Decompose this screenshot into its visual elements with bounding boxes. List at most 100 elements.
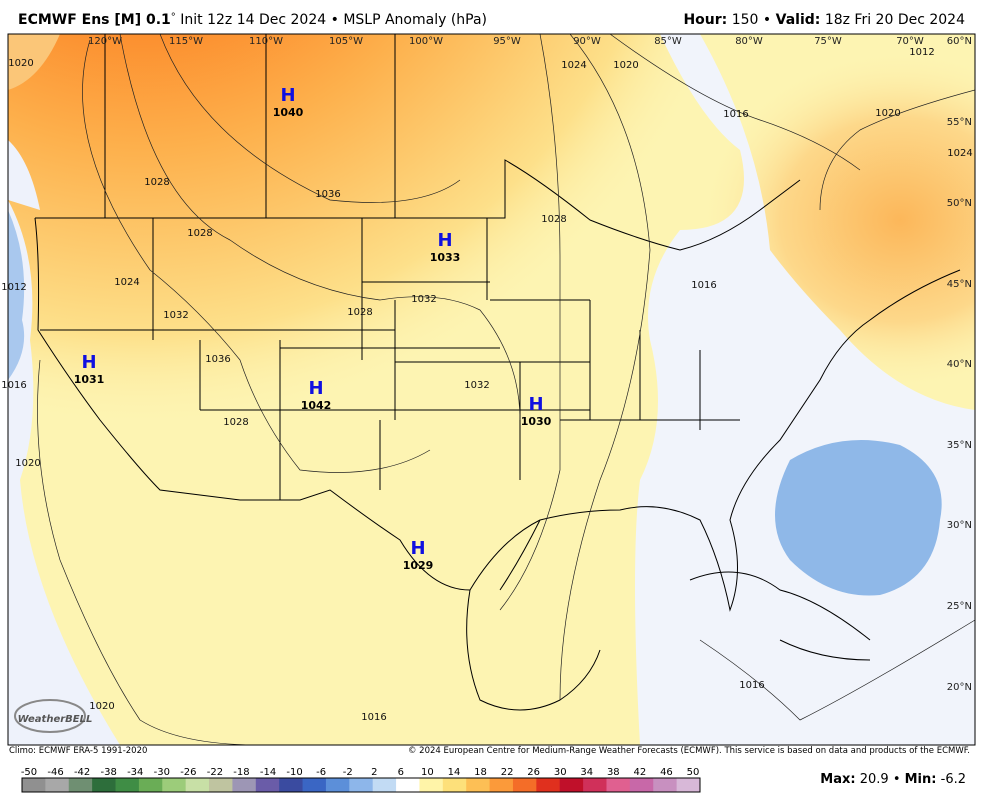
high-symbol: H	[308, 378, 323, 399]
contour-label: 1020	[8, 58, 33, 69]
latitude-label: 40°N	[947, 359, 972, 370]
longitude-label: 115°W	[169, 36, 203, 47]
colorbar-label: 22	[501, 767, 514, 778]
colorbar-cell	[466, 778, 490, 792]
contour-label: 1012	[909, 47, 934, 58]
colorbar-cell	[92, 778, 116, 792]
contour-label: 1016	[723, 109, 748, 120]
colorbar-cell	[45, 778, 69, 792]
contour-label: 1016	[739, 680, 764, 691]
colorbar-cell	[69, 778, 93, 792]
contour-label: 1028	[541, 214, 566, 225]
high-pressure: 1033	[430, 251, 461, 264]
colorbar-label: -34	[127, 767, 143, 778]
colorbar-cell	[630, 778, 654, 792]
colorbar-cell	[22, 778, 46, 792]
colorbar-label: 46	[660, 767, 673, 778]
longitude-label: 120°W	[88, 36, 122, 47]
map: 120°W115°W110°W105°W100°W95°W90°W85°W80°…	[0, 0, 984, 808]
contour-label: 1020	[15, 458, 40, 469]
contour-label: 1028	[347, 307, 372, 318]
contour-label: 1020	[875, 108, 900, 119]
colorbar-label: 18	[474, 767, 487, 778]
colorbar-label: 2	[371, 767, 377, 778]
latitude-label: 30°N	[947, 520, 972, 531]
high-pressure: 1030	[521, 415, 552, 428]
high-symbol: H	[437, 230, 452, 251]
contour-label: 1032	[464, 380, 489, 391]
longitude-label: 85°W	[654, 36, 682, 47]
longitude-label: 75°W	[814, 36, 842, 47]
contour-label: 1020	[613, 60, 638, 71]
colorbar-cell	[373, 778, 397, 792]
colorbar-label: -10	[286, 767, 302, 778]
colorbar-label: 30	[554, 767, 567, 778]
colorbar-label: -26	[180, 767, 196, 778]
colorbar-cell	[583, 778, 607, 792]
colorbar-cell	[186, 778, 210, 792]
colorbar-label: 42	[634, 767, 647, 778]
latitude-label: 35°N	[947, 440, 972, 451]
latitude-label: 45°N	[947, 279, 972, 290]
colorbar-label: -22	[207, 767, 223, 778]
colorbar-label: -38	[101, 767, 117, 778]
max-value: 20.9	[860, 772, 889, 787]
high-symbol: H	[81, 352, 96, 373]
colorbar-label: -30	[154, 767, 170, 778]
colorbar-cell	[606, 778, 630, 792]
longitude-label: 105°W	[329, 36, 363, 47]
colorbar-label: -18	[233, 767, 249, 778]
colorbar-label: 6	[398, 767, 404, 778]
colorbar-cell	[116, 778, 140, 792]
colorbar-cell	[303, 778, 327, 792]
climo-note: Climo: ECMWF ERA-5 1991-2020	[9, 746, 147, 756]
colorbar-cell	[279, 778, 303, 792]
colorbar-label: -6	[316, 767, 326, 778]
contour-label: 1028	[144, 177, 169, 188]
colorbar-label: 34	[580, 767, 593, 778]
colorbar-cell	[513, 778, 537, 792]
high-pressure: 1029	[403, 559, 434, 572]
colorbar-label: -14	[260, 767, 276, 778]
colorbar-cell	[349, 778, 373, 792]
latitude-label: 25°N	[947, 601, 972, 612]
colorbar-label: 10	[421, 767, 434, 778]
contour-label: 1020	[89, 701, 114, 712]
map-field	[0, 0, 984, 745]
colorbar-cell	[490, 778, 514, 792]
contour-label: 1028	[223, 417, 248, 428]
colorbar-label: 50	[687, 767, 700, 778]
contour-label: 1016	[1, 380, 26, 391]
contour-label: 1024	[114, 277, 139, 288]
colorbar-cell	[256, 778, 280, 792]
contour-label: 1032	[411, 294, 436, 305]
longitude-label: 90°W	[573, 36, 601, 47]
colorbar-cell	[677, 778, 701, 792]
colorbar-cell	[162, 778, 186, 792]
high-symbol: H	[410, 538, 425, 559]
page: {"header": {"model": "ECMWF Ens [M] 0.1"…	[0, 0, 984, 808]
contour-label: 1024	[947, 148, 972, 159]
latitude-label: 50°N	[947, 198, 972, 209]
colorbar-cell	[232, 778, 256, 792]
colorbar-label: 14	[448, 767, 461, 778]
logo-text: WeatherBELL	[18, 714, 93, 725]
longitude-label: 110°W	[249, 36, 283, 47]
colorbar-cell	[419, 778, 443, 792]
contour-label: 1028	[187, 228, 212, 239]
contour-label: 1036	[315, 189, 340, 200]
separator: •	[893, 772, 901, 787]
colorbar-label: -42	[74, 767, 90, 778]
colorbar-cell	[396, 778, 420, 792]
min-value: -6.2	[941, 772, 966, 787]
latitude-label: 55°N	[947, 117, 972, 128]
colorbar-cell	[653, 778, 677, 792]
longitude-label: 100°W	[409, 36, 443, 47]
colorbar-cell	[209, 778, 233, 792]
longitude-label: 80°W	[735, 36, 763, 47]
colorbar-cell	[560, 778, 584, 792]
contour-label: 1036	[205, 354, 230, 365]
colorbar-cell	[139, 778, 163, 792]
stats: Max: 20.9 • Min: -6.2	[820, 772, 966, 787]
max-label: Max:	[820, 772, 855, 787]
